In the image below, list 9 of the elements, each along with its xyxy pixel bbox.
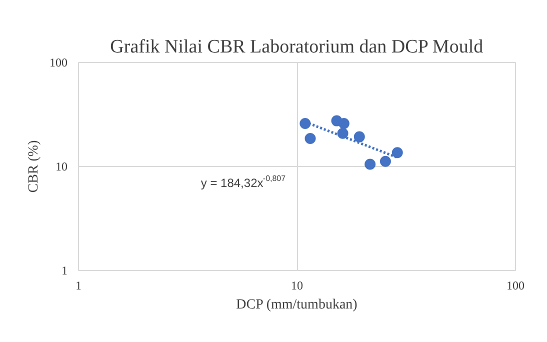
y-tick-label: 1 [62, 264, 68, 278]
x-tick-label: 10 [291, 278, 303, 292]
y-axis-title: CBR (%) [26, 140, 42, 193]
x-axis-title: DCP (mm/tumbukan) [236, 298, 358, 312]
x-tick-label: 100 [506, 278, 524, 292]
x-tick-label: 1 [76, 278, 82, 292]
y-tick-label: 10 [56, 160, 68, 174]
chart-title: Grafik Nilai CBR Laboratorium dan DCP Mould [110, 36, 484, 58]
y-tick-label: 100 [50, 56, 68, 70]
